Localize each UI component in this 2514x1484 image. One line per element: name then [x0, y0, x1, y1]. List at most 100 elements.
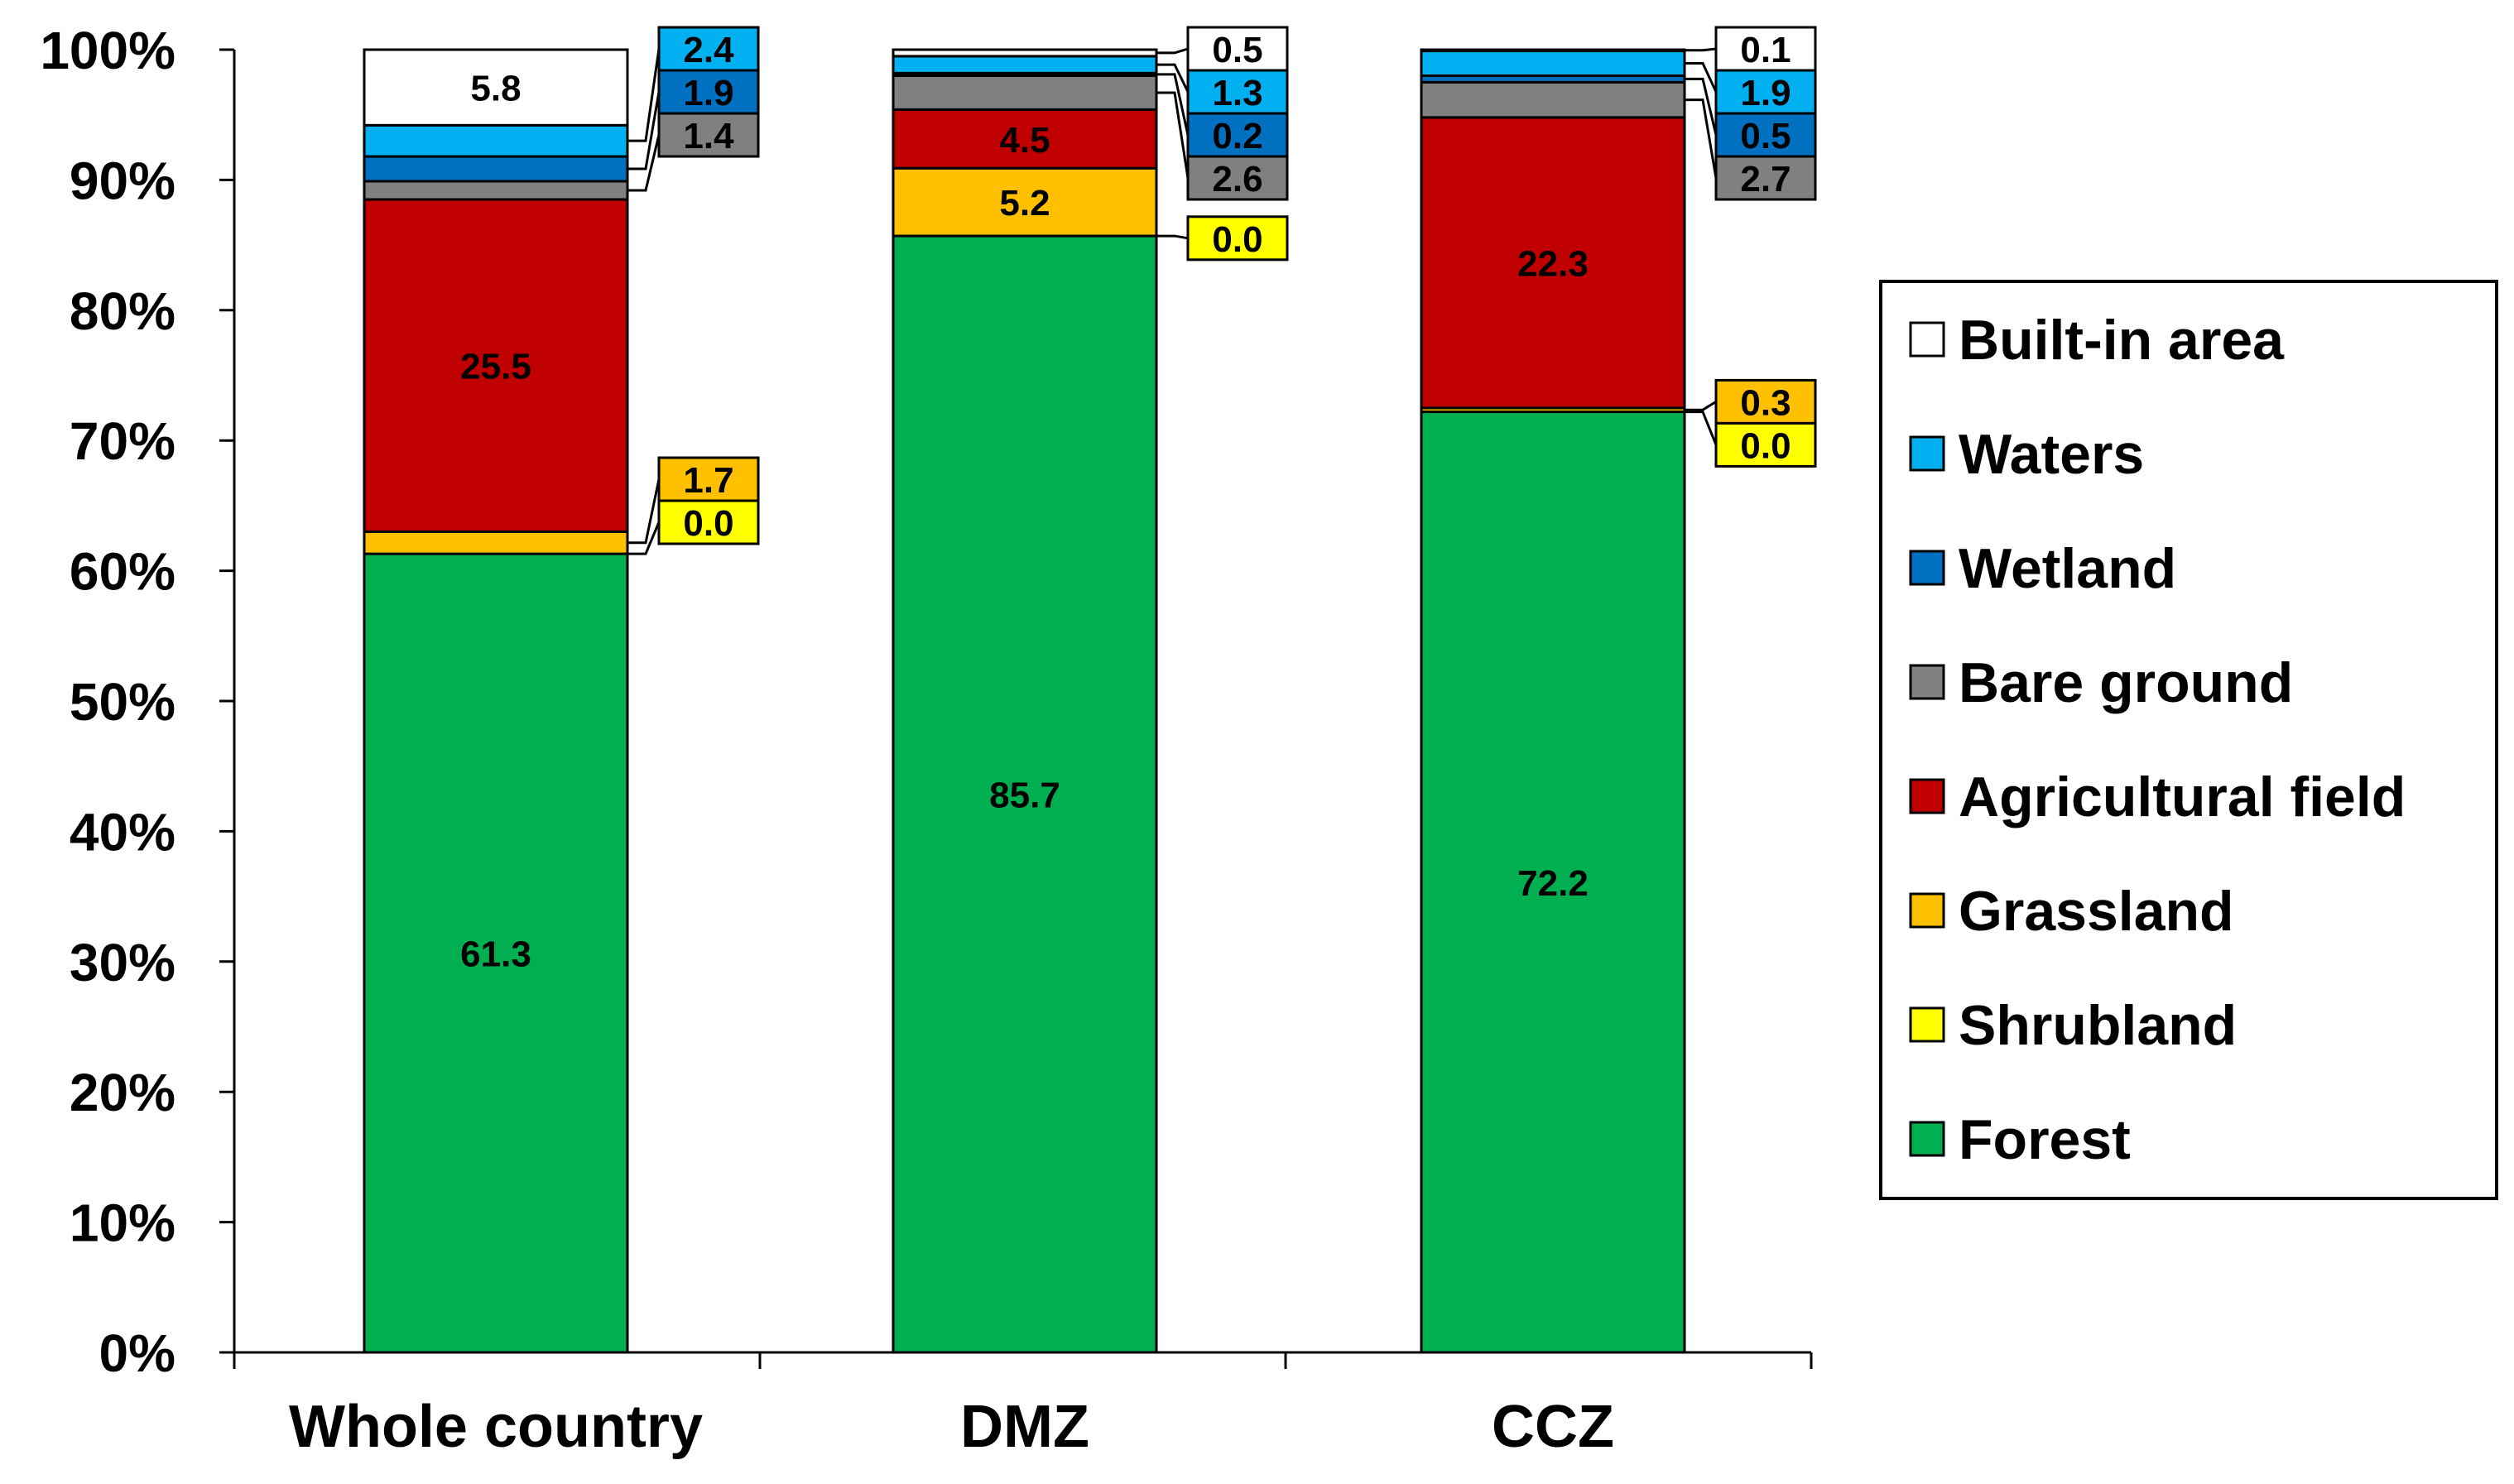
legend-label-forest: Forest	[1959, 1108, 2131, 1171]
legend-box	[1879, 280, 2498, 1200]
legend-swatch-grassland	[1909, 892, 1945, 929]
data-label-dmz-forest: 85.7	[989, 776, 1060, 816]
bar-segment-whole-country-agricultural-field	[363, 198, 629, 533]
callout-leader-ccz-wetland	[1685, 77, 1718, 136]
legend-label-waters: Waters	[1959, 423, 2144, 486]
bar-segment-whole-country-forest	[363, 552, 629, 1354]
legend-label-agricultural-field: Agricultural field	[1959, 766, 2406, 828]
callout-label-whole-country-wetland: 1.9	[683, 73, 733, 113]
data-label-whole-country-agricultural-field: 25.5	[460, 347, 531, 387]
callout-leader-ccz-shrubland	[1685, 411, 1718, 445]
callout-box-ccz-built-in-area	[1714, 26, 1817, 72]
callout-box-whole-country-bare-ground	[657, 112, 760, 158]
x-tick-label-ccz: CCZ	[1492, 1394, 1614, 1460]
callout-box-ccz-bare-ground	[1714, 155, 1817, 201]
callout-box-whole-country-wetland	[657, 69, 760, 115]
callout-leader-dmz-bare-ground	[1156, 91, 1190, 179]
callout-leader-dmz-waters	[1156, 63, 1190, 93]
callout-label-whole-country-shrubland: 0.0	[683, 503, 733, 544]
bar-segment-dmz-waters	[892, 55, 1158, 74]
callout-label-whole-country-waters: 2.4	[683, 30, 734, 70]
y-tick-label: 70%	[70, 411, 175, 471]
bar-segment-ccz-built-in-area	[1420, 48, 1686, 53]
callout-box-dmz-waters	[1186, 69, 1289, 115]
callout-leader-whole-country-wetland	[627, 91, 661, 170]
bar-segment-dmz-grassland	[892, 166, 1158, 238]
callout-leader-ccz-grassland	[1685, 401, 1717, 411]
y-tick-label: 80%	[70, 281, 175, 341]
bar-segment-dmz-agricultural-field	[892, 108, 1158, 170]
y-tick-label: 30%	[70, 933, 175, 992]
y-tick-label: 100%	[40, 21, 175, 80]
callout-label-ccz-wetland: 0.5	[1740, 116, 1791, 156]
callout-box-dmz-bare-ground	[1186, 155, 1289, 201]
callout-leader-dmz-built-in-area	[1156, 47, 1189, 55]
legend-label-grassland: Grassland	[1959, 880, 2234, 943]
data-label-whole-country-built-in-area: 5.8	[470, 69, 521, 109]
legend-label-bare-ground: Bare ground	[1959, 651, 2293, 714]
x-tick-label-dmz: DMZ	[960, 1394, 1089, 1460]
callout-box-ccz-grassland	[1714, 378, 1817, 425]
legend-swatch-forest	[1909, 1121, 1945, 1157]
bar-segment-whole-country-wetland	[363, 155, 629, 183]
callout-leader-ccz-bare-ground	[1685, 98, 1718, 179]
callout-label-ccz-grassland: 0.3	[1740, 382, 1791, 423]
legend-label-shrubland: Shrubland	[1959, 994, 2237, 1057]
y-tick-label: 60%	[70, 542, 175, 602]
legend-label-built-in-area: Built-in area	[1959, 309, 2285, 372]
data-label-dmz-grassland: 5.2	[999, 183, 1050, 223]
bar-segment-dmz-bare-ground	[892, 74, 1158, 111]
callout-leader-whole-country-grassland	[627, 478, 661, 545]
callout-box-whole-country-grassland	[657, 456, 760, 502]
callout-leader-ccz-waters	[1685, 62, 1718, 93]
legend-swatch-waters	[1909, 435, 1945, 472]
y-tick-label: 50%	[70, 672, 175, 732]
callout-label-whole-country-bare-ground: 1.4	[683, 116, 734, 156]
callout-box-dmz-built-in-area	[1186, 26, 1289, 72]
bar-segment-whole-country-built-in-area	[363, 48, 629, 127]
data-label-dmz-agricultural-field: 4.5	[999, 120, 1050, 161]
bar-segment-ccz-forest	[1420, 411, 1686, 1354]
callout-leader-ccz-built-in-area	[1685, 47, 1717, 52]
data-label-whole-country-forest: 61.3	[460, 934, 531, 975]
bar-segment-ccz-bare-ground	[1420, 80, 1686, 119]
callout-label-whole-country-grassland: 1.7	[683, 460, 733, 501]
callout-box-ccz-shrubland	[1714, 421, 1817, 468]
callout-label-ccz-built-in-area: 0.1	[1740, 30, 1791, 70]
bars: 61.3 25.5 5.8 85.7 5.2 4.5 72.2 22.3	[363, 48, 1686, 1354]
x-tick-label-whole-country: Whole country	[289, 1394, 703, 1460]
callout-box-whole-country-waters	[657, 26, 760, 72]
callout-leader-whole-country-waters	[627, 48, 661, 142]
callout-label-ccz-bare-ground: 2.7	[1740, 159, 1791, 199]
legend-swatch-wetland	[1909, 550, 1945, 586]
callout-label-dmz-bare-ground: 2.6	[1212, 159, 1262, 199]
bar-segment-whole-country-grassland	[363, 530, 629, 555]
bar-segment-ccz-waters	[1420, 50, 1686, 77]
legend-swatch-shrubland	[1909, 1006, 1945, 1043]
bar-segment-whole-country-waters	[363, 123, 629, 158]
bar-segment-ccz-agricultural-field	[1420, 116, 1686, 410]
y-tick-label: 10%	[70, 1193, 175, 1253]
callout-label-ccz-shrubland: 0.0	[1740, 425, 1791, 466]
bar-segment-whole-country-bare-ground	[363, 180, 629, 201]
legend: Built-in area Waters Wetland Bare ground Agr…	[1879, 280, 2498, 1200]
y-tick-label: 40%	[70, 802, 175, 862]
callout-label-dmz-wetland: 0.2	[1212, 116, 1262, 156]
legend-swatch-bare-ground	[1909, 664, 1945, 700]
x-axis: Whole country DMZ CCZ	[233, 1351, 1813, 1460]
y-tick-label: 20%	[70, 1063, 175, 1122]
callout-box-whole-country-shrubland	[657, 499, 760, 545]
bar-segment-dmz-built-in-area	[892, 48, 1158, 58]
legend-label-wetland: Wetland	[1959, 537, 2176, 600]
callout-leader-dmz-wetland	[1156, 73, 1190, 136]
callout-leader-dmz-shrubland	[1156, 234, 1189, 240]
callouts: 2.41.91.41.70.00.51.30.22.60.00.11.90.52…	[627, 26, 1817, 555]
y-axis: 0% 10% 20% 30% 40% 50% 60% 70% 80% 90% 100%	[40, 21, 236, 1383]
callout-leader-whole-country-bare-ground	[627, 134, 661, 192]
callout-box-ccz-wetland	[1714, 112, 1817, 158]
callout-label-dmz-shrubland: 0.0	[1212, 219, 1262, 260]
callout-label-dmz-waters: 1.3	[1212, 73, 1262, 113]
callout-label-dmz-built-in-area: 0.5	[1212, 30, 1262, 70]
data-label-ccz-agricultural-field: 22.3	[1517, 243, 1589, 284]
